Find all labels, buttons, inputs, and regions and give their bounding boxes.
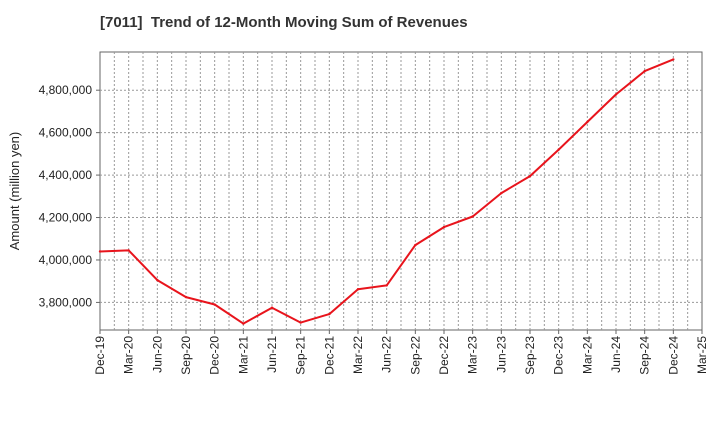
x-tick-label: Jun-20 bbox=[150, 336, 164, 373]
data-point bbox=[156, 278, 159, 282]
y-tick-label: 4,000,000 bbox=[39, 253, 93, 267]
x-tick-label: Sep-22 bbox=[408, 336, 422, 375]
x-tick-label: Sep-21 bbox=[294, 336, 308, 375]
x-tick-label: Dec-19 bbox=[93, 336, 107, 375]
data-point bbox=[643, 69, 646, 73]
x-tick-label: Sep-24 bbox=[638, 336, 652, 375]
data-point bbox=[98, 250, 102, 253]
x-tick-label: Mar-24 bbox=[580, 336, 594, 374]
data-point bbox=[299, 321, 302, 324]
x-axis-ticks: Dec-19 Mar-20 Jun-20 Sep-20 Dec-20 Mar-21 Jun-… bbox=[93, 330, 709, 375]
x-tick-label: Dec-21 bbox=[322, 336, 336, 375]
y-tick-label: 3,800,000 bbox=[39, 295, 93, 309]
x-tick-label: Dec-20 bbox=[208, 336, 222, 375]
series-layer bbox=[98, 58, 675, 325]
data-point bbox=[242, 322, 245, 325]
x-tick-label: Jun-21 bbox=[265, 336, 279, 373]
y-axis-ticks: 3,800,000 4,000,000 4,200,000 4,400,000 4,60… bbox=[39, 83, 100, 309]
data-point bbox=[614, 93, 618, 96]
y-axis-title: Amount (million yen) bbox=[7, 132, 22, 251]
x-tick-label: Sep-20 bbox=[179, 336, 193, 375]
data-point bbox=[586, 120, 589, 124]
data-point bbox=[270, 306, 274, 309]
x-tick-label: Dec-22 bbox=[437, 336, 451, 375]
x-tick-label: Mar-21 bbox=[236, 336, 250, 374]
data-point bbox=[184, 295, 188, 299]
x-tick-label: Sep-23 bbox=[523, 336, 537, 375]
data-point bbox=[213, 303, 216, 306]
chart-title: [7011] Trend of 12-Month Moving Sum of R… bbox=[100, 14, 468, 31]
x-tick-label: Mar-23 bbox=[466, 336, 480, 374]
data-point bbox=[328, 312, 331, 316]
x-tick-label: Mar-22 bbox=[351, 336, 365, 374]
data-point bbox=[385, 284, 388, 287]
x-tick-label: Jun-22 bbox=[380, 336, 394, 373]
data-point bbox=[557, 148, 560, 151]
y-tick-label: 4,600,000 bbox=[39, 126, 93, 140]
data-point bbox=[528, 174, 532, 178]
x-tick-label: Mar-25 bbox=[695, 336, 709, 374]
horizontal-grid bbox=[100, 89, 702, 303]
y-tick-label: 4,400,000 bbox=[39, 168, 93, 182]
data-point bbox=[356, 288, 360, 291]
data-point bbox=[442, 225, 446, 229]
data-point bbox=[471, 215, 474, 218]
x-tick-label: Jun-23 bbox=[494, 336, 508, 373]
y-tick-label: 4,800,000 bbox=[39, 83, 93, 97]
plot-area bbox=[99, 51, 703, 331]
data-point bbox=[672, 58, 675, 61]
x-tick-label: Dec-23 bbox=[552, 336, 566, 375]
data-point bbox=[500, 191, 503, 195]
x-tick-label: Jun-24 bbox=[609, 336, 623, 373]
data-point bbox=[127, 249, 130, 252]
y-tick-label: 4,200,000 bbox=[39, 211, 93, 225]
x-tick-label: Mar-20 bbox=[122, 336, 136, 374]
data-point bbox=[414, 243, 417, 247]
x-tick-label: Dec-24 bbox=[666, 336, 680, 375]
